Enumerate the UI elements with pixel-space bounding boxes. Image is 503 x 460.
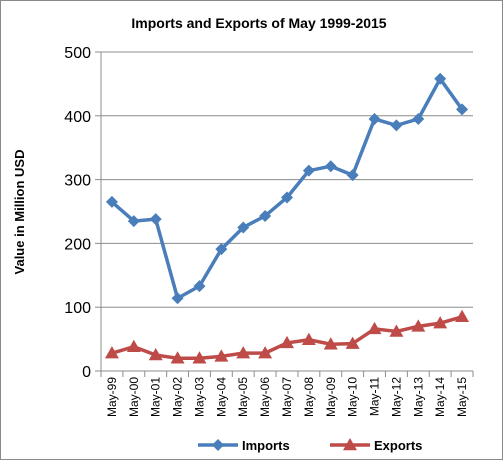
data-point-exports [301,332,316,345]
x-tick-label: May-06 [258,377,272,417]
x-tick-label: May-12 [389,377,403,417]
data-point-exports [104,346,119,359]
data-point-imports [259,209,272,222]
data-point-exports [389,324,404,337]
data-point-exports [345,336,360,349]
data-point-imports [149,213,162,226]
x-tick-label: May-03 [192,377,206,417]
data-point-imports [412,112,425,125]
legend-item-exports: Exports [330,438,422,453]
x-tick-label: May-99 [105,377,119,417]
data-point-imports [456,103,469,116]
legend-item-imports: Imports [198,438,290,453]
legend: Imports Exports [198,438,422,453]
data-point-exports [236,346,251,359]
data-point-imports [434,72,447,85]
series-imports [105,72,469,305]
data-point-exports [367,321,382,335]
data-point-imports [171,292,184,305]
data-point-exports [433,316,448,329]
data-point-imports [193,280,206,293]
data-point-imports [215,243,228,256]
x-tick-label: May-13 [411,377,425,417]
axes [95,51,474,377]
legend-swatch-marker [343,438,357,451]
y-tick-labels: 0 100 200 300 400 500 [64,45,91,381]
x-tick-label: May-08 [302,377,316,417]
data-point-imports [324,160,337,173]
chart-title: Imports and Exports of May 1999-2015 [131,15,386,31]
x-tick-label: May-15 [455,377,469,417]
data-point-imports [346,169,359,182]
x-tick-label: May-05 [236,377,250,417]
data-point-exports [170,351,185,364]
legend-label: Imports [242,438,290,453]
legend-label: Exports [374,438,422,453]
gridlines [101,51,473,308]
x-tick-label: May-01 [149,377,163,417]
y-tick-label: 200 [64,236,91,253]
y-tick-label: 100 [64,300,91,317]
x-tick-label: May-04 [214,377,228,417]
x-tick-label: May-11 [368,377,382,416]
data-point-exports [323,337,338,350]
legend-swatch-marker [212,439,224,451]
y-tick-label: 300 [64,173,91,190]
x-tick-label: May-10 [346,377,360,417]
x-tick-label: May-14 [433,377,447,417]
data-point-imports [368,112,381,125]
data-point-imports [237,221,250,234]
y-tick-label: 500 [64,45,91,62]
series-exports [104,309,470,364]
data-point-exports [214,349,229,362]
data-point-imports [105,195,118,208]
data-point-exports [192,351,207,364]
data-point-imports [281,191,293,204]
y-axis-label: Value in Million USD [12,150,27,275]
data-point-imports [390,119,403,132]
series [104,72,470,364]
x-tick-label: May-07 [280,377,294,417]
data-point-imports [127,215,140,228]
data-point-exports [411,319,426,332]
data-point-exports [258,346,273,359]
data-point-exports [148,348,163,361]
data-point-exports [126,339,141,353]
y-tick-label: 0 [82,364,91,381]
x-tick-label: May-02 [171,377,185,417]
data-point-exports [280,335,294,349]
x-tick-labels: May-99 May-00 May-01 May-02 May-03 May-04 May-… [105,377,469,417]
x-tick-label: May-09 [324,377,338,417]
data-point-imports [302,164,315,177]
x-tick-label: May-00 [127,377,141,417]
y-tick-label: 400 [64,109,91,126]
data-point-exports [455,309,470,323]
series-line-imports [110,77,464,301]
